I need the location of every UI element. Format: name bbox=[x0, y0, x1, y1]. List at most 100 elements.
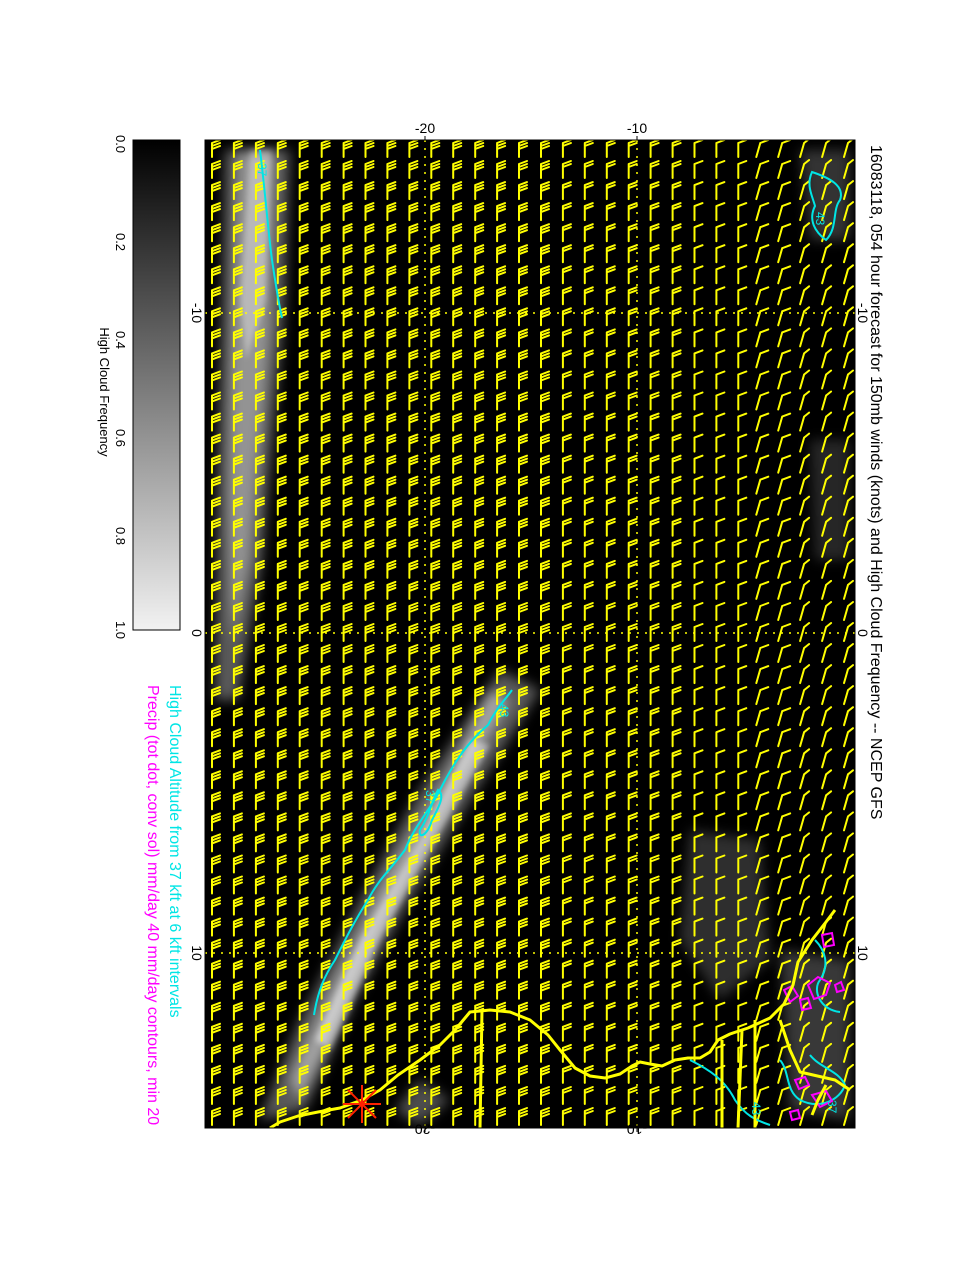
wind-barb bbox=[755, 307, 770, 327]
wind-barb bbox=[232, 496, 243, 516]
wind-barb bbox=[583, 623, 594, 642]
wind-barb bbox=[452, 980, 463, 1000]
wind-barb bbox=[232, 644, 243, 663]
wind-barb bbox=[342, 391, 353, 411]
contour-label: 37 bbox=[255, 163, 269, 177]
wind-barb bbox=[211, 938, 221, 958]
wind-barb bbox=[452, 580, 463, 600]
wind-barb bbox=[843, 1042, 854, 1063]
wind-barb bbox=[474, 959, 485, 979]
wind-barb bbox=[211, 896, 221, 916]
wind-barb bbox=[452, 917, 463, 937]
wind-barb bbox=[799, 769, 811, 790]
wind-barb bbox=[561, 896, 572, 916]
colorbar-tick-labels: 0.0 0.2 0.4 0.6 0.8 1.0 bbox=[113, 135, 128, 639]
wind-barb bbox=[627, 833, 638, 853]
wind-barb bbox=[777, 496, 792, 516]
wind-barb bbox=[627, 854, 638, 874]
wind-barb bbox=[755, 496, 770, 516]
wind-barb bbox=[605, 580, 616, 600]
wind-barb bbox=[671, 833, 682, 853]
wind-barb bbox=[364, 1043, 375, 1063]
wind-barb bbox=[276, 391, 287, 411]
contour-label: 37 bbox=[825, 1100, 839, 1114]
wind-barb bbox=[474, 602, 485, 621]
wind-barb bbox=[342, 538, 353, 558]
wind-barb bbox=[342, 580, 353, 600]
wind-barb bbox=[715, 223, 726, 243]
wind-barb bbox=[496, 370, 507, 390]
wind-barb bbox=[583, 160, 594, 179]
wind-barb bbox=[254, 433, 265, 453]
wind-barb bbox=[254, 875, 265, 895]
wind-barb bbox=[496, 307, 507, 327]
wind-barb bbox=[627, 391, 638, 411]
wind-barb bbox=[583, 875, 594, 895]
wind-barb bbox=[408, 202, 419, 222]
wind-barb bbox=[671, 1107, 682, 1126]
wind-barb bbox=[540, 875, 550, 895]
wind-barb bbox=[693, 1022, 704, 1042]
wind-barb bbox=[671, 202, 682, 222]
wind-barb bbox=[540, 854, 550, 874]
wind-barb bbox=[627, 896, 638, 916]
wind-barb bbox=[605, 875, 616, 895]
wind-barb bbox=[232, 181, 243, 201]
wind-barb bbox=[737, 265, 748, 285]
wind-barb bbox=[254, 160, 265, 179]
wind-barb bbox=[320, 328, 331, 348]
wind-barb bbox=[693, 286, 704, 306]
wind-barb bbox=[430, 538, 441, 558]
wind-barb bbox=[232, 265, 243, 285]
wind-barb bbox=[561, 1001, 572, 1021]
wind-barb bbox=[843, 895, 854, 916]
wind-barb bbox=[276, 160, 287, 179]
wind-barb bbox=[342, 244, 353, 264]
wind-barb bbox=[583, 433, 594, 453]
wind-barb bbox=[693, 1001, 704, 1021]
wind-barb bbox=[298, 286, 309, 306]
wind-barb bbox=[254, 202, 265, 222]
wind-barb bbox=[843, 790, 854, 811]
wind-barb bbox=[474, 980, 485, 1000]
wind-barb bbox=[693, 938, 704, 958]
wind-barb bbox=[254, 917, 265, 937]
wind-barb bbox=[821, 140, 832, 158]
wind-barb bbox=[605, 349, 616, 369]
wind-barb bbox=[777, 728, 792, 748]
wind-barb bbox=[364, 244, 375, 264]
wind-barb bbox=[737, 644, 748, 663]
wind-barb bbox=[540, 580, 550, 600]
wind-barb bbox=[518, 391, 528, 411]
wind-barb bbox=[408, 959, 419, 979]
wind-barb bbox=[320, 917, 331, 937]
wind-barb bbox=[627, 160, 638, 179]
wind-barb bbox=[649, 286, 660, 306]
wind-barb bbox=[518, 644, 528, 663]
wind-barb bbox=[583, 580, 594, 600]
wind-barb bbox=[843, 727, 854, 748]
wind-barb bbox=[298, 412, 309, 432]
wind-barb bbox=[386, 517, 397, 537]
wind-barb bbox=[496, 644, 507, 663]
wind-barb bbox=[430, 181, 441, 201]
wind-barb bbox=[540, 391, 550, 411]
wind-barb bbox=[605, 686, 616, 706]
wind-barb bbox=[496, 140, 507, 158]
wind-barb bbox=[561, 580, 572, 600]
wind-barb bbox=[342, 160, 353, 179]
wind-barb bbox=[276, 1043, 287, 1063]
wind-barb bbox=[298, 1022, 309, 1042]
wind-barb bbox=[821, 685, 833, 706]
wind-barb bbox=[755, 980, 770, 1000]
wind-barb bbox=[799, 558, 811, 579]
wind-barb bbox=[777, 770, 792, 790]
wind-barb bbox=[452, 370, 463, 390]
wind-barb bbox=[755, 938, 770, 958]
wind-barb bbox=[496, 875, 507, 895]
wind-barb bbox=[408, 181, 419, 201]
wind-barb bbox=[671, 728, 682, 748]
wind-barb bbox=[540, 140, 550, 158]
wind-barb bbox=[452, 328, 463, 348]
wind-barb bbox=[649, 728, 660, 748]
